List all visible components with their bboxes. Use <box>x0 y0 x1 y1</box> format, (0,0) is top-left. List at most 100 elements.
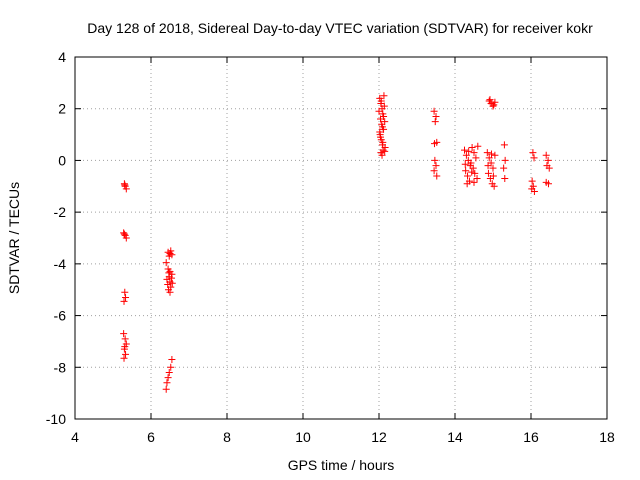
data-point <box>162 259 170 267</box>
data-point <box>167 363 175 371</box>
data-point <box>167 247 175 255</box>
data-point <box>122 185 130 193</box>
data-point <box>121 343 129 351</box>
data-point <box>376 128 384 136</box>
data-point <box>166 288 174 296</box>
data-point <box>168 279 176 287</box>
y-tick-label: 0 <box>58 152 66 168</box>
data-point <box>431 118 439 126</box>
data-point <box>485 154 493 162</box>
data-point <box>379 138 387 146</box>
data-point <box>463 180 471 188</box>
data-point <box>121 288 129 296</box>
data-point <box>380 112 388 120</box>
y-tick-label: 4 <box>58 49 66 65</box>
x-tick-label: 8 <box>223 429 231 445</box>
data-point <box>378 123 386 131</box>
data-point <box>162 385 170 393</box>
data-point <box>165 368 173 376</box>
data-point <box>474 142 482 150</box>
data-point <box>484 162 492 170</box>
data-point <box>168 274 176 282</box>
data-point <box>544 156 552 164</box>
data-point <box>165 252 173 260</box>
data-point <box>430 167 438 175</box>
data-point <box>120 297 128 305</box>
y-tick-label: -2 <box>54 204 67 220</box>
data-point <box>163 379 171 387</box>
data-point <box>122 350 130 358</box>
y-tick-label: -6 <box>54 308 67 324</box>
data-point <box>381 147 389 155</box>
data-point <box>432 162 440 170</box>
data-point <box>483 149 491 157</box>
data-points <box>120 92 553 393</box>
x-tick-label: 12 <box>371 429 387 445</box>
data-point <box>430 140 438 148</box>
x-tick-label: 10 <box>295 429 311 445</box>
data-point <box>433 172 441 180</box>
data-point <box>122 234 130 242</box>
data-point <box>168 356 176 364</box>
data-point <box>467 159 475 167</box>
data-point <box>542 151 550 159</box>
data-point <box>501 175 509 183</box>
data-point <box>380 102 388 110</box>
data-point <box>462 167 470 175</box>
x-tick-label: 4 <box>71 429 79 445</box>
data-point <box>462 151 470 159</box>
data-point <box>465 147 473 155</box>
data-point <box>530 187 538 195</box>
axis-ticks: 4 6 8 10 12 14 16 18 -10 -8 -6 -4 -2 0 2 4 <box>46 49 615 445</box>
data-point <box>468 168 476 176</box>
data-point <box>470 178 478 186</box>
chart-title: Day 128 of 2018, Sidereal Day-to-day VTE… <box>87 20 593 36</box>
data-point <box>530 154 538 162</box>
y-tick-label: -4 <box>54 256 67 272</box>
data-point <box>165 269 173 277</box>
x-axis-label: GPS time / hours <box>288 457 395 473</box>
data-point <box>432 112 440 120</box>
data-point <box>375 107 383 115</box>
data-point <box>461 146 468 154</box>
data-point <box>381 118 389 126</box>
data-point <box>528 177 536 185</box>
data-point <box>122 293 130 301</box>
data-point <box>120 354 128 362</box>
x-tick-label: 16 <box>523 429 539 445</box>
data-point <box>545 164 553 172</box>
x-tick-label: 18 <box>599 429 615 445</box>
y-tick-label: -10 <box>46 411 66 427</box>
data-point <box>121 335 129 343</box>
data-point <box>472 154 480 162</box>
data-point <box>469 164 477 172</box>
data-point <box>501 156 509 164</box>
data-point <box>486 96 494 104</box>
data-point <box>471 169 479 177</box>
data-point <box>490 182 498 190</box>
data-point <box>380 92 388 100</box>
data-point <box>490 101 498 109</box>
data-point <box>431 156 439 164</box>
data-point <box>377 97 385 105</box>
data-point <box>500 164 508 172</box>
data-point <box>489 172 497 180</box>
y-tick-label: 2 <box>58 101 66 117</box>
x-tick-label: 14 <box>447 429 463 445</box>
grid-lines <box>75 57 607 419</box>
data-point <box>164 374 172 382</box>
data-point <box>544 180 552 188</box>
data-point <box>430 107 438 115</box>
data-point <box>491 151 499 159</box>
data-point <box>461 160 469 168</box>
y-axis-label: SDTVAR / TECUs <box>6 182 22 294</box>
data-point <box>121 181 129 189</box>
data-point <box>468 144 476 151</box>
data-point <box>120 330 128 338</box>
data-point <box>464 172 472 180</box>
data-point <box>473 175 481 183</box>
data-point <box>489 164 497 172</box>
data-point <box>484 169 492 177</box>
plot-frame <box>74 56 608 420</box>
